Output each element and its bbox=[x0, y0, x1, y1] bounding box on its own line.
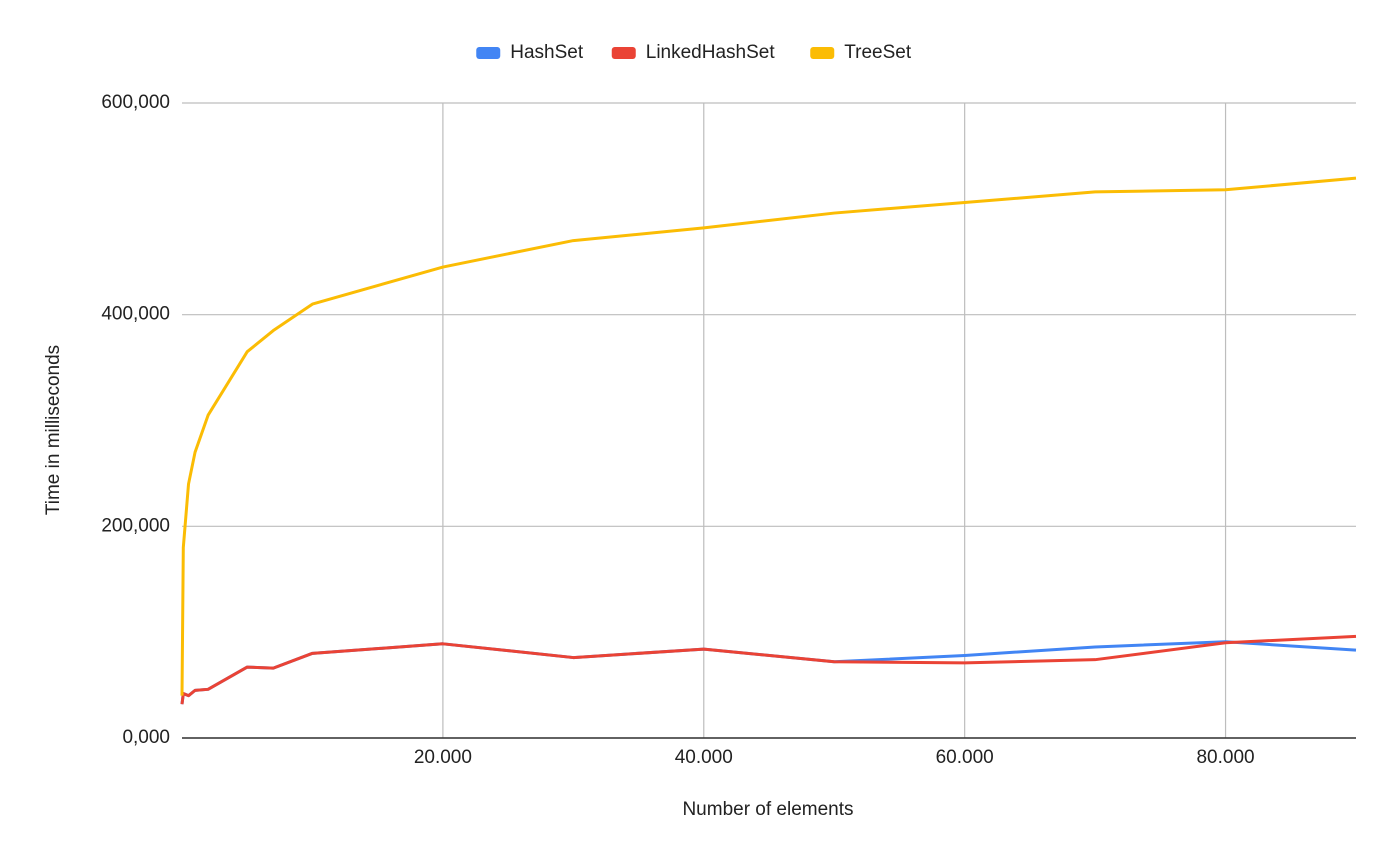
legend-label: LinkedHashSet bbox=[646, 42, 776, 63]
y-tick-label: 600,000 bbox=[101, 92, 170, 113]
x-tick-label: 60.000 bbox=[936, 747, 994, 768]
y-tick-label: 200,000 bbox=[101, 515, 170, 536]
line bbox=[180, 634, 1357, 705]
y-tick-label: 400,000 bbox=[101, 304, 170, 325]
y-tick-label: 0,000 bbox=[122, 727, 170, 748]
legend-swatch bbox=[810, 47, 835, 59]
y-axis-title: Time in milliseconds bbox=[43, 345, 64, 515]
x-tick-label: 40.000 bbox=[675, 747, 733, 768]
x-axis-title: Number of elements bbox=[682, 799, 853, 820]
x-tick-label: 20.000 bbox=[414, 747, 472, 768]
legend-swatch bbox=[476, 47, 501, 59]
x-tick-label: 80.000 bbox=[1196, 747, 1254, 768]
legend-label: TreeSet bbox=[844, 42, 912, 63]
legend-swatch bbox=[611, 47, 636, 59]
line bbox=[180, 176, 1357, 696]
legend-label: HashSet bbox=[510, 42, 584, 63]
